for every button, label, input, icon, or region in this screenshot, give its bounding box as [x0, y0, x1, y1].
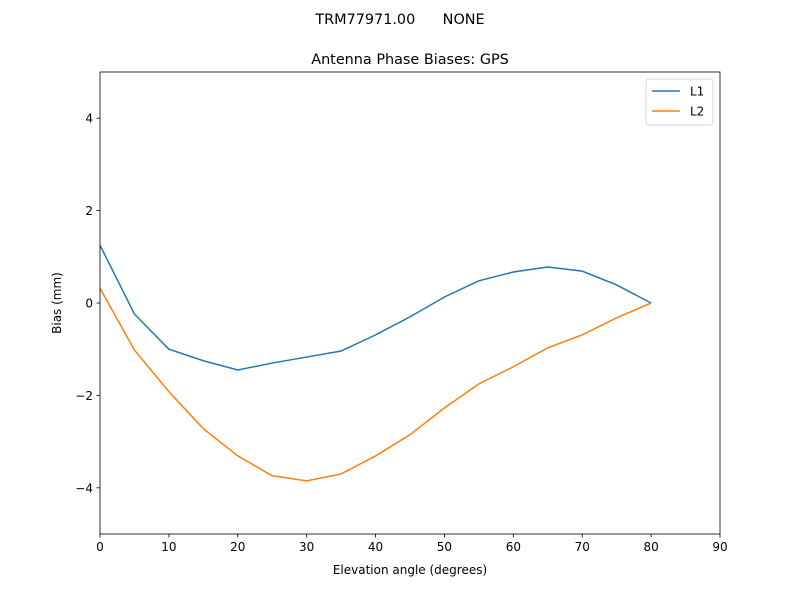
x-tick-label: 10 — [161, 540, 176, 554]
series-line-L1 — [99, 244, 652, 371]
plot-frame — [99, 71, 721, 535]
y-tick-label: −2 — [75, 389, 93, 403]
x-tick-label: 20 — [230, 540, 245, 554]
x-tick-label: 0 — [96, 540, 104, 554]
y-axis-label: Bias (mm) — [50, 272, 64, 334]
x-tick-label: 50 — [437, 540, 452, 554]
y-tick-label: 4 — [85, 112, 93, 126]
x-tick-label: 60 — [506, 540, 521, 554]
y-tick-label: 2 — [85, 204, 93, 218]
legend-label-L2: L2 — [690, 105, 704, 119]
y-tick-label: 0 — [85, 297, 93, 311]
x-tick-label: 80 — [643, 540, 658, 554]
x-tick-label: 70 — [575, 540, 590, 554]
legend-label-L1: L1 — [690, 85, 704, 99]
x-tick-label: 90 — [712, 540, 727, 554]
suptitle: TRM77971.00 NONE — [314, 12, 484, 28]
x-axis-label: Elevation angle (degrees) — [333, 563, 487, 577]
chart-title: Antenna Phase Biases: GPS — [311, 52, 509, 68]
x-tick-label: 40 — [368, 540, 383, 554]
y-tick-label: −4 — [75, 481, 93, 495]
series-line-L2 — [99, 287, 652, 482]
x-tick-label: 30 — [299, 540, 314, 554]
